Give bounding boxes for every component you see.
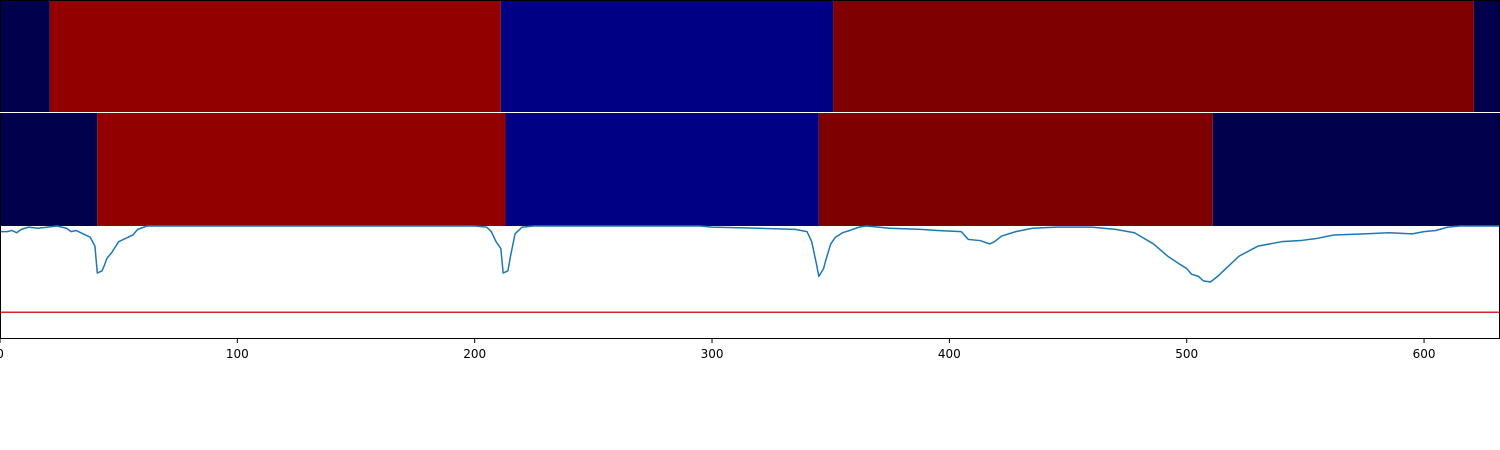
- x-tick-label: 600: [1413, 347, 1436, 361]
- line-series-group: [0, 225, 1500, 313]
- heatmap-segment-row1-2: [49, 1, 501, 112]
- x-tick-label: 100: [226, 347, 249, 361]
- x-tick-label: 400: [938, 347, 961, 361]
- x-tick-label: 0: [0, 347, 4, 361]
- heatmap-segment-row2-3: [505, 113, 819, 226]
- heatmap-segment-row1-3: [500, 1, 834, 112]
- x-tick-label: 500: [1175, 347, 1198, 361]
- heatmap-segment-row2-2: [97, 113, 506, 226]
- heatmap-row-top: [0, 1, 1500, 112]
- x-tick-label: 300: [701, 347, 724, 361]
- heatmap-segment-row1-5: [1473, 1, 1500, 112]
- heatmap-segment-row2-5: [1212, 113, 1500, 226]
- heatmap-row-middle: [0, 113, 1500, 226]
- x-tick-label: 200: [463, 347, 486, 361]
- x-axis: 0 100 200 300 400 500 600: [0, 338, 1436, 361]
- heatmap-segment-row1-1: [0, 1, 50, 112]
- line-plot-panel: [0, 226, 1500, 338]
- heatmap-segment-row1-4: [833, 1, 1474, 112]
- heatmap-segment-row2-4: [818, 113, 1213, 226]
- heatmap-segment-row2-1: [0, 113, 98, 226]
- series-line: [0, 225, 1500, 283]
